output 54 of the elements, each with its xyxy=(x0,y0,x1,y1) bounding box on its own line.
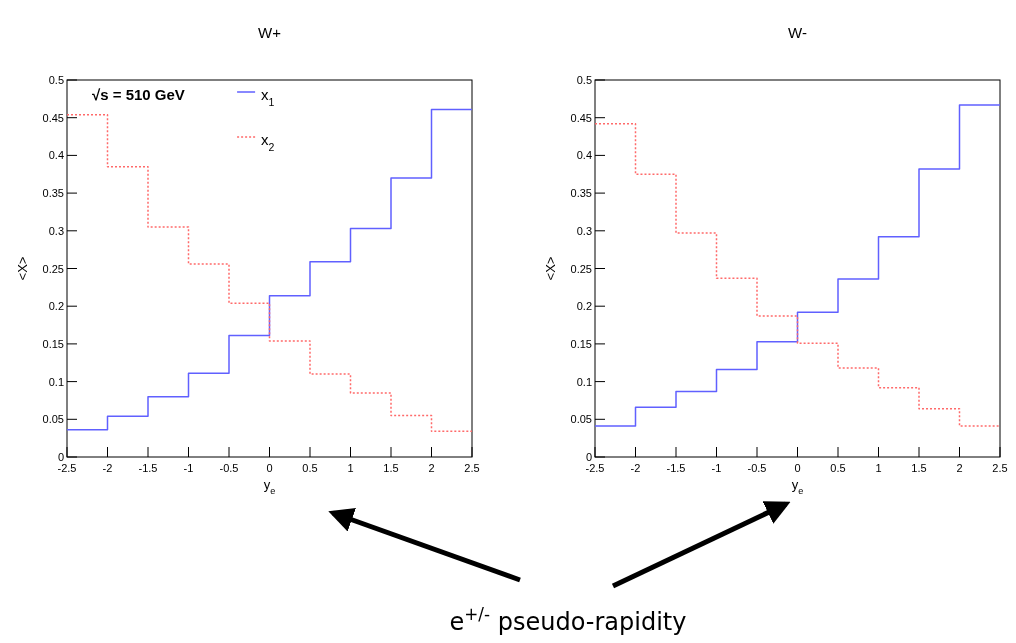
x-tick-label: 1 xyxy=(875,462,882,474)
x-tick-label: 2 xyxy=(956,462,963,474)
chart-title: W- xyxy=(788,24,807,41)
x-tick-label: -2 xyxy=(102,462,113,474)
y-axis-title: <X> xyxy=(543,256,558,281)
y-axis-title: <X> xyxy=(15,256,30,281)
x-tick-label: -2.5 xyxy=(57,462,77,474)
x-tick-label: -1 xyxy=(711,462,722,474)
x-tick-label: 0 xyxy=(266,462,273,474)
x-axis-title: y$_{e}$ xyxy=(791,477,804,496)
y-tick-label: 0.2 xyxy=(48,300,64,313)
x-axis-title: y$_{e}$ xyxy=(263,477,276,496)
legend-label: x$_{1}$ xyxy=(261,86,275,108)
x-tick-label: 2 xyxy=(428,462,435,474)
x-tick-label: 1 xyxy=(347,462,354,474)
x-tick-label: 1.5 xyxy=(911,462,927,474)
y-tick-label: 0 xyxy=(57,451,64,463)
y-tick-label: 0.4 xyxy=(48,149,64,162)
x-tick-label: 2.5 xyxy=(992,462,1008,474)
y-tick-label: 0.5 xyxy=(576,74,592,86)
x-tick-label: -2 xyxy=(630,462,641,474)
y-tick-label: 0.25 xyxy=(570,262,592,275)
x-tick-label: 0.5 xyxy=(302,462,318,474)
x-tick-label: 0 xyxy=(794,462,801,474)
x-tick-label: -2.5 xyxy=(585,462,605,474)
y-tick-label: 0.45 xyxy=(42,111,64,124)
y-tick-label: 0.2 xyxy=(576,300,592,313)
x-tick-label: -0.5 xyxy=(219,462,239,474)
y-tick-label: 0.4 xyxy=(576,149,592,162)
y-tick-label: 0.05 xyxy=(570,413,592,426)
x-tick-label: 0.5 xyxy=(830,462,846,474)
annotation: √s = 510 GeV xyxy=(92,86,185,103)
text: e$^{+/-}$ pseudo-rapidity xyxy=(449,604,687,636)
y-tick-label: 0.3 xyxy=(48,224,64,237)
x-tick-label: 2.5 xyxy=(464,462,480,474)
y-tick-label: 0.25 xyxy=(42,262,64,275)
chart-title: W+ xyxy=(258,24,282,41)
y-tick-label: 0.5 xyxy=(48,74,64,86)
x-tick-label: -0.5 xyxy=(747,462,767,474)
x-tick-label: -1 xyxy=(183,462,194,474)
x-tick-label: -1.5 xyxy=(666,462,686,474)
y-tick-label: 0.35 xyxy=(42,187,64,200)
x-tick-label: 1.5 xyxy=(383,462,399,474)
y-tick-label: 0.15 xyxy=(570,337,592,350)
y-tick-label: 0.3 xyxy=(576,224,592,237)
y-tick-label: 0.05 xyxy=(42,413,64,426)
y-tick-label: 0.35 xyxy=(570,187,592,200)
legend-label: x$_{2}$ xyxy=(261,131,275,153)
x-tick-label: -1.5 xyxy=(138,462,158,474)
y-tick-label: 0.45 xyxy=(570,111,592,124)
y-tick-label: 0.1 xyxy=(576,375,592,388)
y-tick-label: 0.1 xyxy=(48,375,64,388)
y-tick-label: 0 xyxy=(585,451,592,463)
y-tick-label: 0.15 xyxy=(42,337,64,350)
